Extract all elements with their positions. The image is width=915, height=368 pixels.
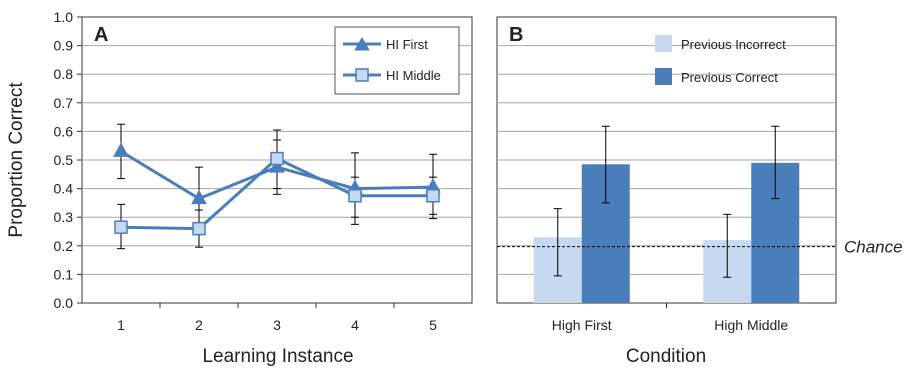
legend-square-marker (355, 68, 369, 82)
legend-label-hi-first: HI First (386, 37, 428, 52)
y-tick-label: 0.0 (54, 295, 74, 311)
panel-b-error-bars (553, 125, 780, 278)
x-tick-label: 1 (117, 317, 125, 333)
y-tick-label: 0.4 (54, 181, 74, 197)
legend-swatch-previous-correct (655, 68, 672, 85)
x-tick-label: 3 (273, 317, 281, 333)
y-tick-label: 0.5 (54, 152, 74, 168)
data-point-triangle (191, 189, 207, 205)
data-point-square (270, 151, 284, 166)
panel-a-label: A (94, 24, 108, 46)
panel-a-legend: HI First HI Middle (334, 26, 460, 95)
y-tick-label: 0.9 (54, 38, 74, 54)
legend-label-previous-incorrect: Previous Incorrect (681, 37, 786, 52)
legend-swatch-previous-incorrect (655, 35, 672, 52)
y-axis-title: Proportion Correct (6, 82, 27, 238)
panel-b-legend: Previous Incorrect Previous Correct (655, 35, 786, 85)
panel-b: High First High Middle Chance B Previous … (496, 16, 903, 367)
y-tick-label: 1.0 (54, 9, 74, 25)
x-tick-label: High Middle (714, 317, 788, 333)
y-tick-label: 0.1 (54, 266, 74, 282)
x-tick-label: High First (552, 317, 612, 333)
panel-a-x-axis-title: Learning Instance (202, 346, 353, 367)
legend-label-hi-middle: HI Middle (386, 68, 441, 83)
panel-a-y-ticks: 0.0 0.1 0.2 0.3 0.4 0.5 0.6 0.7 0.8 0.9 1.0 (54, 9, 82, 311)
data-point-triangle (269, 158, 285, 173)
y-tick-label: 0.7 (54, 95, 74, 111)
y-tick-label: 0.6 (54, 123, 74, 139)
panel-b-x-axis-title: Condition (626, 346, 706, 367)
legend-triangle-marker (354, 37, 370, 51)
chance-label: Chance (844, 238, 903, 257)
panel-a-legend-box (334, 26, 460, 95)
data-point-square (426, 189, 440, 203)
data-point-square (114, 220, 128, 234)
y-tick-label: 0.2 (54, 238, 74, 254)
x-tick-label: 2 (195, 317, 203, 333)
panel-a-markers (113, 142, 441, 236)
panel-a-x-ticks: 1 2 3 4 5 (117, 303, 437, 333)
data-point-square (348, 189, 362, 203)
y-tick-label: 0.3 (54, 209, 74, 225)
data-point-triangle (113, 142, 129, 157)
x-tick-label: 4 (351, 317, 359, 333)
panel-b-label: B (509, 24, 523, 46)
data-point-square (192, 221, 206, 236)
panel-b-x-ticks: High First High Middle (552, 303, 788, 333)
x-tick-label: 5 (429, 317, 437, 333)
y-tick-label: 0.8 (54, 66, 74, 82)
legend-label-previous-correct: Previous Correct (681, 70, 778, 85)
